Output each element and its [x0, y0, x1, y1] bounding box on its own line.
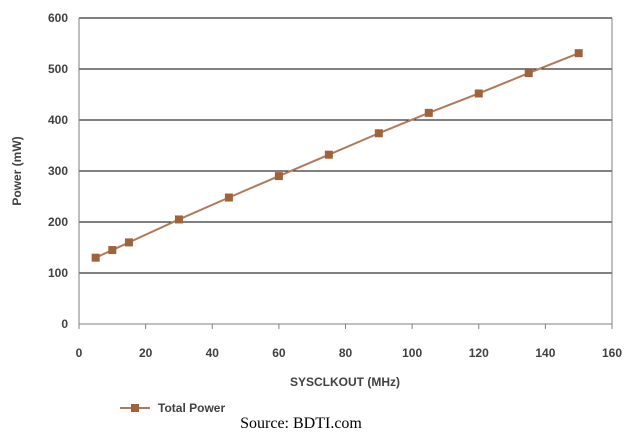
x-tick-label-120: 120: [469, 346, 489, 360]
grid: [78, 17, 613, 329]
x-tick-label-160: 160: [602, 346, 622, 360]
legend: Total Power: [120, 401, 225, 415]
data-point: [524, 69, 533, 78]
data-point: [474, 89, 483, 98]
x-tick-label-40: 40: [206, 346, 220, 360]
x-tick-labels: 0 20 40 60 80 100 120 140 160: [76, 346, 623, 360]
y-tick-label-0: 0: [61, 317, 68, 331]
x-tick-label-100: 100: [402, 346, 422, 360]
data-point: [574, 49, 583, 58]
x-tick-label-140: 140: [535, 346, 555, 360]
x-tick-label-20: 20: [139, 346, 153, 360]
series-line-0: [95, 52, 580, 259]
data-point: [108, 246, 117, 255]
y-tick-label-600: 600: [48, 11, 68, 25]
x-tick-label-80: 80: [339, 346, 353, 360]
y-tick-label-100: 100: [48, 266, 68, 280]
data-point: [124, 238, 133, 247]
source-caption: Source: BDTI.com: [240, 415, 362, 432]
y-tick-label-200: 200: [48, 215, 68, 229]
y-tick-label-400: 400: [48, 113, 68, 127]
x-axis-title: SYSCLKOUT (MHz): [290, 375, 400, 389]
data-point: [324, 150, 333, 159]
data-point: [274, 172, 283, 181]
data-point: [224, 193, 233, 202]
legend-marker: [131, 404, 139, 412]
x-tick-label-60: 60: [272, 346, 286, 360]
data-point: [374, 129, 383, 138]
data-point: [91, 253, 100, 262]
y-tick-label-500: 500: [48, 62, 68, 76]
legend-label: Total Power: [158, 401, 225, 415]
axes: [78, 18, 613, 325]
y-tick-label-300: 300: [48, 164, 68, 178]
x-tick-label-0: 0: [76, 346, 83, 360]
data-point: [174, 215, 183, 224]
y-axis-title: Power (mW): [10, 136, 24, 205]
y-tick-labels: 0 100 200 300 400 500 600: [48, 11, 68, 331]
data-point: [424, 108, 433, 117]
series-total-power: [91, 49, 583, 262]
